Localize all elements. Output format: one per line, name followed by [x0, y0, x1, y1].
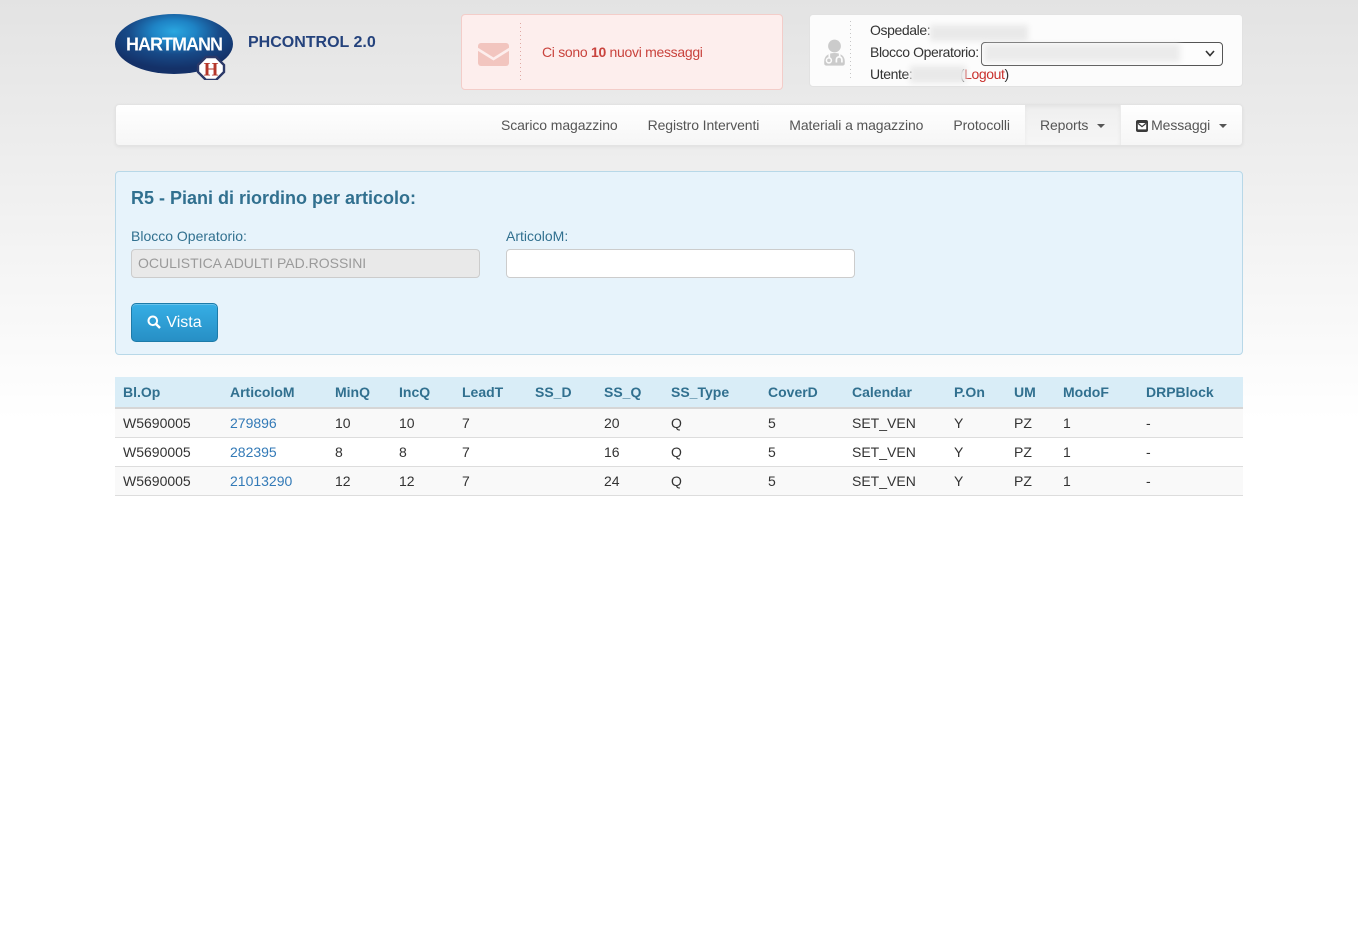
svg-text:HARTMANN: HARTMANN	[126, 35, 222, 55]
svg-text:H: H	[204, 60, 219, 81]
